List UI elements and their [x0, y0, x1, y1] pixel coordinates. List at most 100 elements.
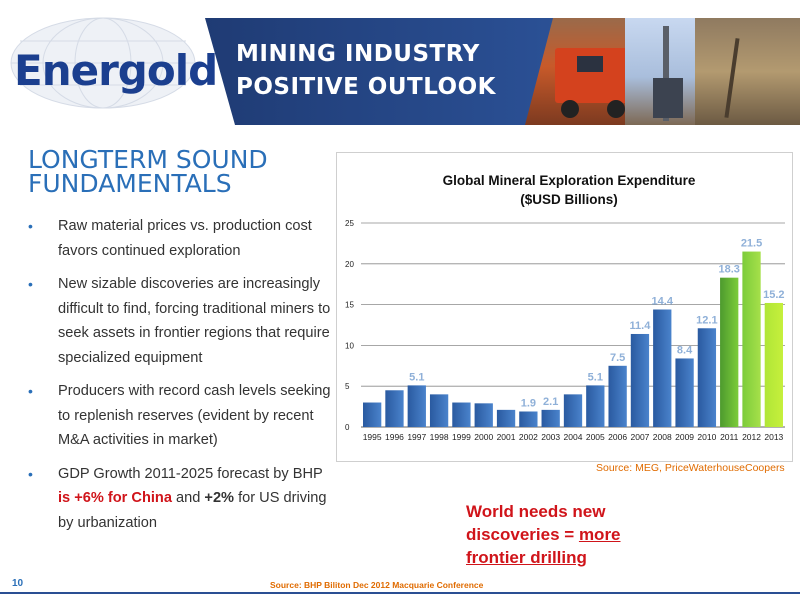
us-growth-highlight: +2%	[204, 490, 235, 506]
callout-line2-a: discoveries =	[466, 525, 579, 544]
callout-line1: World needs new	[466, 502, 606, 521]
photo-field-site	[695, 18, 800, 125]
x-tick-label: 1995	[363, 432, 382, 442]
callout-emphasis: more	[578, 525, 621, 544]
bullet-text: Raw material prices vs. production cost …	[58, 218, 312, 259]
slide-title-line1: MINING INDUSTRY	[236, 41, 480, 67]
y-tick-label: 20	[345, 260, 354, 269]
bar-2005	[586, 385, 605, 427]
bar-1995	[363, 402, 382, 427]
x-tick-label: 2005	[586, 432, 605, 442]
bar-2008	[653, 309, 672, 427]
bullet-text-c: for US driving by urbanization	[58, 490, 327, 531]
logo: Energold	[0, 0, 218, 125]
x-tick-label: 1996	[385, 432, 404, 442]
callout-line3: frontier drilling	[466, 548, 587, 567]
x-tick-label: 2009	[675, 432, 694, 442]
chart-title: Global Mineral Exploration Expenditure	[443, 173, 696, 188]
data-label-2010: 12.1	[696, 314, 717, 326]
callout-line2: discoveries = more	[466, 523, 686, 546]
x-tick-label: 2010	[697, 432, 716, 442]
bullet-list: • Raw material prices vs. production cost…	[24, 214, 334, 544]
data-label-2013: 15.2	[763, 289, 784, 301]
data-label-2003: 2.1	[543, 396, 558, 408]
data-label-2012: 21.5	[741, 238, 762, 250]
bullet-text: Producers with record cash levels seekin…	[58, 383, 331, 448]
data-label-1997: 5.1	[409, 371, 424, 383]
logo-text: Energold	[14, 46, 218, 95]
x-tick-label: 2011	[720, 432, 739, 442]
bullet-text: New sizable discoveries are increasingly…	[58, 276, 331, 366]
chart-subtitle: ($USD Billions)	[520, 192, 618, 207]
bar-2006	[608, 365, 627, 427]
data-label-2011: 18.3	[718, 264, 739, 276]
x-tick-label: 2012	[742, 432, 761, 442]
x-tick-label: 2008	[653, 432, 672, 442]
section-title-line2: FUNDAMENTALS	[28, 169, 232, 198]
bar-2010	[697, 328, 717, 427]
china-growth-highlight: is +6% for China	[58, 490, 172, 506]
footer-source: Source: BHP Biliton Dec 2012 Macquarie C…	[270, 580, 484, 590]
bar-2003	[541, 409, 560, 427]
drill-base-icon	[653, 78, 683, 118]
bar-2009	[675, 358, 694, 427]
x-tick-label: 2004	[564, 432, 583, 442]
truck-window	[577, 56, 603, 72]
data-label-2006: 7.5	[610, 352, 625, 364]
bar-2012	[742, 251, 761, 427]
slide-title-line2: POSITIVE OUTLOOK	[236, 74, 496, 100]
page-number: 10	[12, 578, 24, 589]
bullet-icon: •	[28, 465, 33, 482]
bullet-icon: •	[28, 383, 33, 399]
wheel-icon	[607, 100, 625, 118]
y-tick-label: 0	[345, 423, 350, 432]
bar-1997	[407, 385, 426, 427]
bar-2013	[764, 302, 783, 427]
x-tick-label: 1997	[407, 432, 426, 442]
data-label-2002: 1.9	[521, 397, 536, 409]
callout: World needs new discoveries = more front…	[466, 500, 686, 569]
x-tick-label: 2007	[630, 432, 649, 442]
bullet-icon: •	[28, 218, 33, 234]
bar-1999	[452, 402, 471, 427]
bar-2004	[563, 394, 583, 427]
section-title: LONGTERM SOUND FUNDAMENTALS	[28, 145, 328, 198]
slide-title: MINING INDUSTRY POSITIVE OUTLOOK	[236, 38, 536, 104]
x-tick-label: 1998	[430, 432, 449, 442]
x-tick-label: 1999	[452, 432, 471, 442]
bar-1998	[429, 394, 449, 427]
y-tick-label: 25	[345, 219, 354, 228]
chart-source: Source: MEG, PriceWaterhouseCoopers	[596, 462, 785, 474]
x-tick-label: 2006	[608, 432, 627, 442]
bullet-icon: •	[28, 276, 33, 292]
bar-1996	[385, 390, 404, 427]
bar-2007	[630, 333, 650, 427]
bar-2001	[496, 409, 516, 427]
bullet-item: • Producers with record cash levels seeki…	[24, 379, 334, 453]
bullet-item: • New sizable discoveries are increasingl…	[24, 272, 334, 370]
bar-2011	[720, 277, 739, 427]
x-tick-label: 2002	[519, 432, 538, 442]
bullet-text-a: GDP Growth 2011-2025 forecast by BHP	[58, 465, 323, 482]
y-tick-label: 5	[345, 382, 350, 391]
drill-mast-icon	[663, 26, 669, 121]
x-tick-label: 2013	[764, 432, 783, 442]
globe-icon	[10, 17, 196, 109]
x-tick-label: 2003	[541, 432, 560, 442]
chart-canvas: Global Mineral Exploration Expenditure (…	[345, 173, 785, 442]
header-photos	[525, 18, 800, 125]
exploration-chart: Global Mineral Exploration Expenditure (…	[336, 152, 793, 462]
section-title-line1: LONGTERM SOUND	[28, 145, 268, 174]
data-label-2008: 14.4	[652, 295, 674, 307]
footer-divider	[0, 592, 800, 594]
bullet-item: • GDP Growth 2011-2025 forecast by BHP is…	[24, 462, 334, 536]
x-tick-label: 2000	[474, 432, 493, 442]
bullet-item: • Raw material prices vs. production cost…	[24, 214, 334, 263]
data-label-2009: 8.4	[677, 344, 693, 356]
y-tick-label: 15	[345, 301, 354, 310]
y-tick-label: 10	[345, 341, 354, 350]
bullet-text-b: and	[171, 490, 205, 506]
data-label-2007: 11.4	[630, 320, 652, 332]
bar-2002	[519, 411, 538, 427]
wheel-icon	[561, 100, 579, 118]
